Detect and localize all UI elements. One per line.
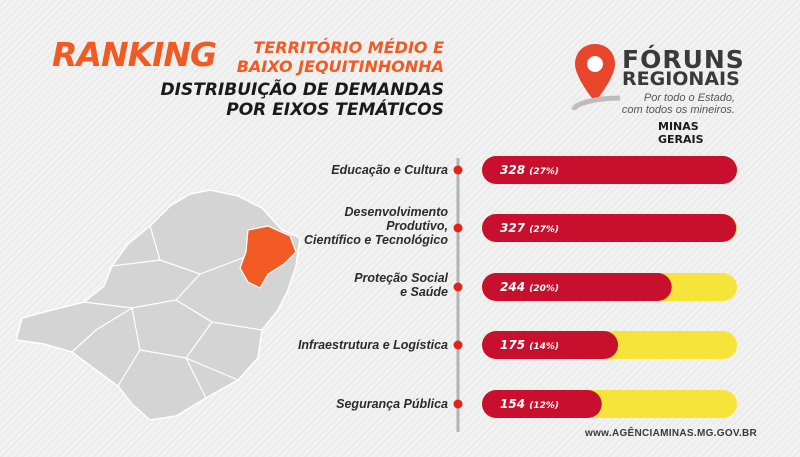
axis-marker (453, 223, 463, 233)
territory-title: TERRITÓRIO MÉDIO E BAIXO JEQUITINHONHA (237, 38, 444, 76)
bar (482, 331, 619, 359)
category-label: Educação e Cultura (331, 163, 448, 177)
data-label: 154 (12%) (500, 397, 559, 411)
logo-tagline-line-1: Por todo o Estado, (643, 92, 735, 104)
source-credit: www.AGÊNCIAMINAS.MG.GOV.BR (585, 428, 758, 439)
bar (482, 273, 672, 301)
highlighted-region (239, 225, 297, 289)
data-label: 244 (20%) (500, 280, 559, 294)
logo-tagline: Por todo o Estado, com todos os mineiros… (620, 92, 735, 116)
axis-marker (453, 340, 463, 350)
category-label: Desenvolvimento Produtivo, Científico e Te… (304, 205, 448, 247)
bar (482, 214, 737, 242)
logo-title-line-2: REGIONAIS (622, 68, 740, 90)
category-label: Segurança Pública (336, 397, 448, 411)
logo-title-line-1: FÓRUNS (622, 45, 745, 74)
territory-line-1: TERRITÓRIO MÉDIO E (253, 38, 444, 57)
foruns-regionais-logo: FÓRUNS REGIONAIS Por todo o Estado, com … (570, 40, 744, 150)
category-label: Proteção Social e Saúde (354, 271, 448, 299)
region-borders (71, 225, 263, 399)
minas-gerais-map (15, 190, 301, 421)
chart-subtitle: DISTRIBUIÇÃO DE DEMANDAS POR EIXOS TEMÁT… (161, 80, 444, 120)
ranking-title: RANKING (52, 35, 217, 74)
axis-marker (453, 165, 463, 175)
axis-marker (453, 399, 463, 409)
territory-line-2: BAIXO JEQUITINHONHA (236, 57, 444, 76)
subtitle-line-2: POR EIXOS TEMÁTICOS (226, 100, 444, 120)
category-label: Infraestrutura e Logística (298, 338, 448, 352)
bar (482, 390, 602, 418)
state-outline (15, 190, 301, 421)
minas-gerais-mark: MINAS GERAIS (658, 120, 704, 146)
subtitle-line-1: DISTRIBUIÇÃO DE DEMANDAS (160, 80, 444, 100)
data-label: 327 (27%) (500, 221, 559, 235)
data-label: 175 (14%) (500, 338, 559, 352)
location-pin-icon (571, 44, 620, 110)
bar (482, 156, 737, 184)
data-label: 328 (27%) (500, 163, 559, 177)
axis-marker (453, 282, 463, 292)
logo-tagline-line-2: com todos os mineiros. (621, 104, 735, 116)
